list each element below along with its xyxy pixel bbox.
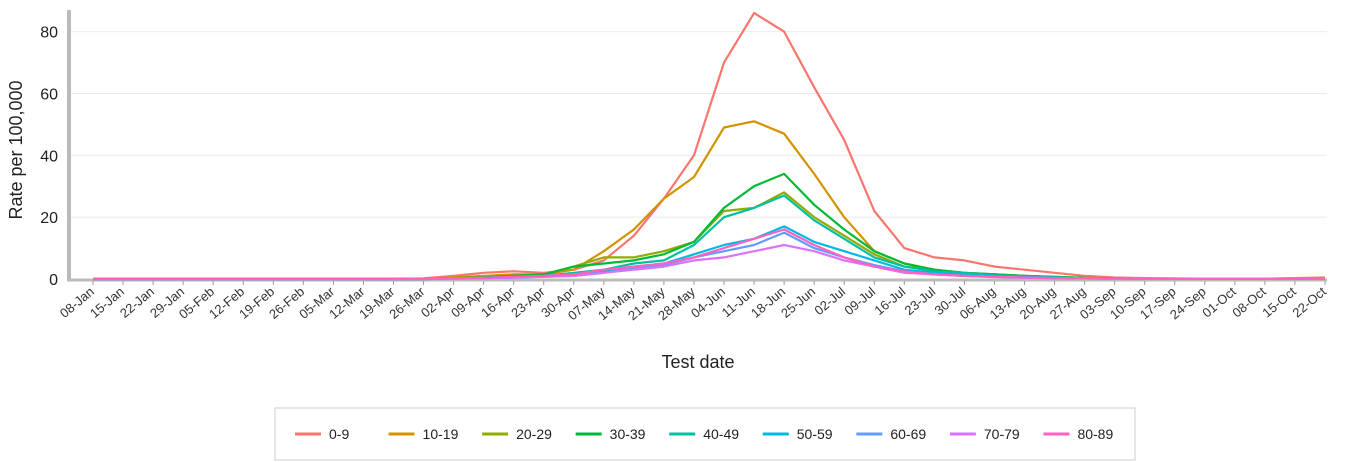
legend-label: 0-9: [329, 426, 349, 442]
x-tick-label: 25-Jun: [778, 284, 818, 321]
x-tick-label: 16-Jul: [871, 284, 908, 318]
y-tick-label: 0: [49, 272, 58, 289]
legend-label: 40-49: [703, 426, 739, 442]
x-tick-label: 04-Jun: [688, 284, 728, 321]
x-tick-label: 09-Jul: [841, 284, 878, 318]
legend-label: 30-39: [610, 426, 646, 442]
x-axis-title: Test date: [661, 352, 734, 372]
legend-box: [274, 407, 1136, 461]
series-line: [93, 12, 1326, 281]
x-tick-label: 23-Jul: [902, 284, 939, 318]
legend-label: 50-59: [797, 426, 833, 442]
y-axis-title: Rate per 100,000: [6, 80, 26, 219]
series-line: [93, 172, 1325, 281]
x-tick-label: 22-Oct: [1289, 284, 1329, 321]
legend-label: 60-69: [890, 426, 926, 442]
series-line: [93, 228, 1325, 281]
y-tick-label: 80: [40, 25, 58, 42]
y-tick-label: 40: [40, 148, 58, 165]
legend-label: 70-79: [984, 426, 1020, 442]
series-line: [93, 191, 1325, 281]
y-tick-label: 20: [40, 210, 58, 227]
x-tick-label: 26-Mar: [386, 283, 428, 321]
series-line: [93, 194, 1325, 281]
legend-label: 20-29: [516, 426, 552, 442]
series-line: [93, 231, 1325, 281]
y-tick-label: 60: [40, 86, 58, 103]
legend-label: 10-19: [423, 426, 459, 442]
legend-label: 80-89: [1077, 426, 1113, 442]
x-tick-label: 02-Jul: [811, 284, 848, 318]
